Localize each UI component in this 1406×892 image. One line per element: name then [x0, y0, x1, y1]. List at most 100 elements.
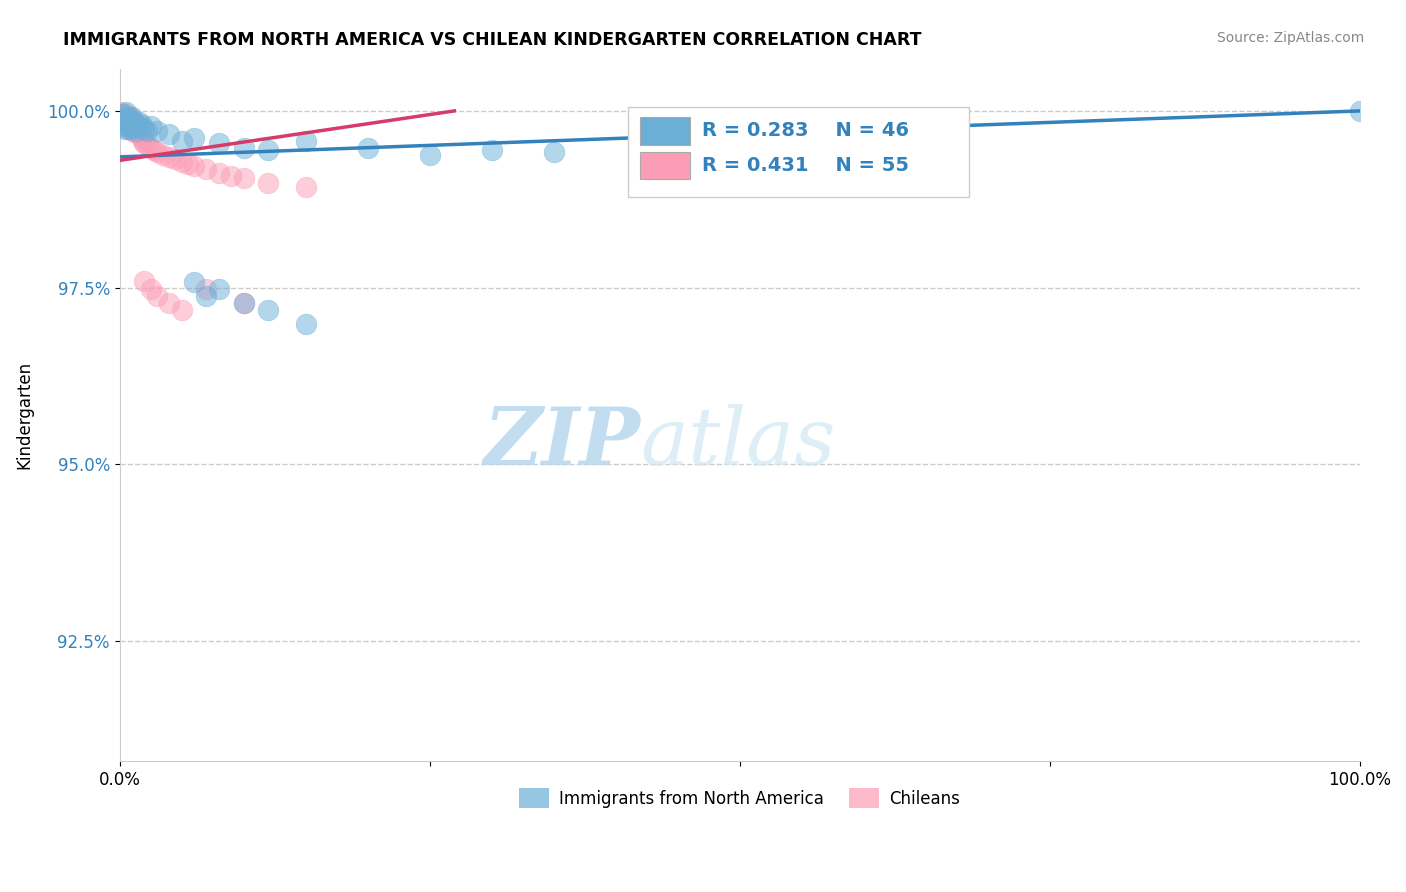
Text: R = 0.283    N = 46: R = 0.283 N = 46 [703, 121, 910, 140]
Point [134, 273, 156, 287]
Point [419, 147, 441, 161]
Legend: Immigrants from North America, Chileans: Immigrants from North America, Chileans [513, 781, 966, 815]
Y-axis label: Kindergarten: Kindergarten [15, 360, 32, 469]
Text: R = 0.431    N = 55: R = 0.431 N = 55 [703, 156, 910, 175]
Point [170, 134, 193, 148]
Point [232, 141, 254, 155]
Text: atlas: atlas [640, 404, 835, 482]
Point [183, 130, 205, 145]
Point [139, 141, 162, 155]
Point [139, 120, 162, 134]
Point [112, 114, 135, 128]
Point [131, 130, 153, 145]
Point [111, 112, 134, 127]
Point [146, 145, 169, 159]
Point [183, 275, 205, 289]
Point [127, 120, 149, 134]
Point [122, 114, 145, 128]
Point [157, 296, 180, 310]
Point [115, 118, 138, 132]
Point [114, 107, 136, 121]
Point [114, 112, 136, 127]
Point [121, 121, 143, 136]
Point [208, 136, 231, 150]
Point [219, 169, 242, 183]
Point [543, 145, 565, 159]
Point [195, 161, 218, 176]
Point [294, 318, 316, 332]
Point [183, 159, 205, 173]
Text: IMMIGRANTS FROM NORTH AMERICA VS CHILEAN KINDERGARTEN CORRELATION CHART: IMMIGRANTS FROM NORTH AMERICA VS CHILEAN… [63, 31, 922, 49]
Point [195, 289, 218, 303]
Point [134, 136, 156, 150]
Point [118, 118, 141, 132]
Point [135, 137, 157, 152]
Point [121, 114, 143, 128]
Point [146, 289, 169, 303]
Point [118, 117, 141, 131]
Point [134, 121, 156, 136]
Point [121, 120, 143, 134]
Point [131, 118, 153, 132]
Point [120, 112, 142, 127]
Point [128, 114, 150, 128]
Point [177, 157, 200, 171]
Point [112, 107, 135, 121]
Point [294, 134, 316, 148]
Point [124, 118, 146, 132]
Point [294, 180, 316, 194]
Point [195, 282, 218, 296]
Point [110, 105, 132, 120]
Point [114, 117, 136, 131]
Point [208, 166, 231, 180]
Point [118, 111, 141, 125]
Point [114, 117, 136, 131]
Point [114, 112, 136, 127]
Point [125, 117, 148, 131]
Point [125, 121, 148, 136]
Text: Source: ZipAtlas.com: Source: ZipAtlas.com [1216, 31, 1364, 45]
Point [481, 143, 503, 157]
Point [110, 110, 132, 124]
Point [257, 143, 280, 157]
Point [121, 110, 143, 124]
Point [232, 171, 254, 186]
Point [257, 176, 280, 190]
Point [124, 125, 146, 139]
Point [135, 124, 157, 138]
Point [117, 121, 139, 136]
Point [125, 120, 148, 134]
Point [1348, 103, 1371, 118]
Point [115, 111, 138, 125]
Point [165, 152, 187, 166]
Point [117, 112, 139, 127]
FancyBboxPatch shape [628, 107, 969, 196]
Point [111, 107, 134, 121]
Point [122, 124, 145, 138]
Bar [640, 152, 690, 179]
Point [114, 111, 136, 125]
Point [152, 147, 174, 161]
Point [110, 114, 132, 128]
Point [115, 110, 138, 124]
Point [115, 117, 138, 131]
Point [122, 117, 145, 131]
Point [232, 296, 254, 310]
Point [117, 114, 139, 128]
Point [257, 303, 280, 318]
Point [120, 120, 142, 134]
Point [125, 124, 148, 138]
Point [120, 121, 142, 136]
Point [139, 282, 162, 296]
Point [146, 124, 169, 138]
Point [111, 111, 134, 125]
Point [132, 134, 155, 148]
Point [157, 150, 180, 164]
Point [143, 143, 166, 157]
Point [117, 120, 139, 134]
Point [114, 121, 136, 136]
Point [356, 141, 378, 155]
Point [170, 303, 193, 318]
Point [128, 127, 150, 141]
Point [118, 110, 141, 124]
